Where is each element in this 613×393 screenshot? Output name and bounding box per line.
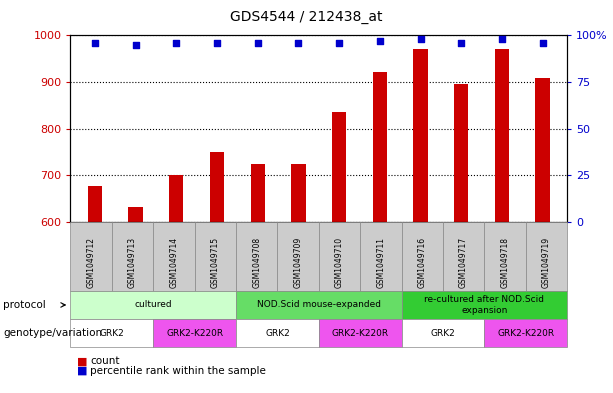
Text: NOD.Scid mouse-expanded: NOD.Scid mouse-expanded (257, 301, 381, 309)
Bar (373, 72, 387, 222)
Text: GSM1049709: GSM1049709 (294, 237, 303, 288)
Text: GRK2: GRK2 (430, 329, 455, 338)
Text: percentile rank within the sample: percentile rank within the sample (90, 366, 266, 376)
Text: ■: ■ (77, 356, 87, 366)
Text: GSM1049716: GSM1049716 (417, 237, 427, 288)
Bar (210, 152, 224, 222)
Point (212, 40, 222, 46)
Bar (454, 84, 468, 222)
Text: GSM1049711: GSM1049711 (376, 237, 386, 288)
Point (294, 40, 303, 46)
Text: re-cultured after NOD.Scid
expansion: re-cultured after NOD.Scid expansion (424, 295, 544, 315)
Point (416, 36, 425, 42)
Bar (291, 164, 305, 222)
Text: cultured: cultured (134, 301, 172, 309)
Bar (495, 50, 509, 222)
Text: GSM1049708: GSM1049708 (252, 237, 261, 288)
Text: GRK2: GRK2 (99, 329, 124, 338)
Point (456, 40, 466, 46)
Bar (536, 78, 550, 222)
Text: GSM1049713: GSM1049713 (128, 237, 137, 288)
Point (538, 40, 547, 46)
Text: GSM1049714: GSM1049714 (169, 237, 178, 288)
Bar (88, 185, 102, 222)
Point (131, 42, 140, 48)
Text: GSM1049715: GSM1049715 (211, 237, 220, 288)
Bar (169, 175, 183, 222)
Text: count: count (90, 356, 120, 366)
Text: GRK2: GRK2 (265, 329, 290, 338)
Text: GSM1049717: GSM1049717 (459, 237, 468, 288)
Text: GSM1049712: GSM1049712 (86, 237, 96, 288)
Point (497, 36, 507, 42)
Bar (332, 112, 346, 222)
Text: GSM1049719: GSM1049719 (542, 237, 551, 288)
Text: GRK2-K220R: GRK2-K220R (332, 329, 389, 338)
Point (375, 38, 385, 44)
Bar (413, 50, 428, 222)
Text: GRK2-K220R: GRK2-K220R (497, 329, 554, 338)
Text: GSM1049718: GSM1049718 (500, 237, 509, 288)
Text: GRK2-K220R: GRK2-K220R (166, 329, 223, 338)
Bar (129, 207, 143, 222)
Text: protocol: protocol (3, 300, 46, 310)
Text: GDS4544 / 212438_at: GDS4544 / 212438_at (230, 10, 383, 24)
Text: ■: ■ (77, 366, 87, 376)
Point (172, 40, 181, 46)
Point (90, 40, 100, 46)
Point (253, 40, 262, 46)
Bar (251, 164, 265, 222)
Point (334, 40, 344, 46)
Text: genotype/variation: genotype/variation (3, 328, 102, 338)
Text: GSM1049710: GSM1049710 (335, 237, 344, 288)
